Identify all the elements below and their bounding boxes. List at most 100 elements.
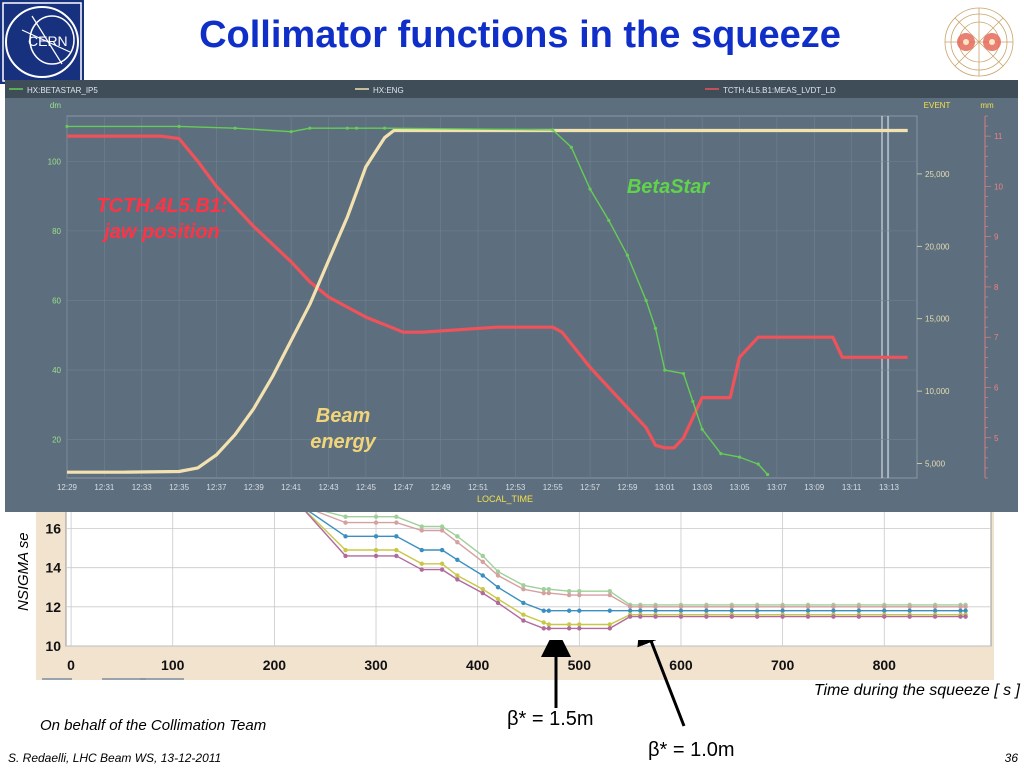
x-tick-label: 13:03: [692, 483, 713, 492]
nsigma-point: [419, 524, 424, 529]
collaboration-note: On behalf of the Collimation Team: [40, 717, 267, 734]
nsigma-point: [963, 614, 968, 619]
nsigma-chart: 0 100 200 300 400 500 600 700 800 10 12 14 16: [36, 505, 994, 680]
beta-1p5-label: β* = 1.5m: [507, 708, 594, 730]
betastar-point: [308, 126, 312, 130]
nsigma-point: [373, 514, 379, 519]
footer-left: S. Redaelli, LHC Beam WS, 13-12-2011: [8, 751, 222, 765]
nsigma-point: [394, 520, 399, 525]
nsigma-point: [704, 604, 709, 610]
nsigma-point: [439, 567, 445, 572]
nsigma-point: [958, 604, 963, 610]
left-tick-label: 40: [52, 366, 61, 375]
betastar-point: [644, 298, 648, 303]
betastar-point: [737, 455, 742, 459]
nsigma-point: [678, 604, 684, 610]
y-tick-label: 12: [45, 599, 61, 615]
nsigma-point: [627, 604, 633, 610]
betastar-point: [345, 126, 349, 130]
nsigma-point: [755, 614, 760, 619]
nsigma-point: [373, 534, 379, 539]
right-tick-label: 10: [994, 182, 1003, 191]
betastar-point: [719, 452, 723, 456]
nsigma-point: [546, 626, 552, 631]
nsigma-point: [439, 528, 445, 533]
x-tick-label: 13:13: [879, 483, 900, 492]
nsigma-series-3: [299, 505, 966, 612]
x-tick-label: 13:09: [804, 483, 825, 492]
nsigma-point: [856, 604, 862, 610]
nsigma-point: [394, 534, 399, 539]
right-tick-label: 7: [994, 333, 999, 342]
nsigma-point: [541, 590, 546, 596]
nsigma-point: [577, 608, 582, 613]
nsigma-point: [521, 600, 526, 606]
nsigma-point: [831, 608, 836, 613]
nsigma-point: [856, 608, 862, 613]
y-tick-label: 10: [45, 638, 61, 654]
nsigma-point: [455, 540, 460, 545]
nsigma-point: [963, 604, 968, 610]
x-tick-label: 12:33: [132, 483, 153, 492]
x-tick-label: 700: [771, 657, 795, 673]
betastar-point: [607, 218, 611, 223]
betastar-point: [177, 124, 181, 129]
x-tick-label: 12:35: [169, 483, 190, 492]
chart-background: [5, 80, 1018, 512]
nsigma-point: [907, 614, 912, 619]
left-tick-label: 80: [52, 227, 61, 236]
nsigma-point: [607, 608, 613, 613]
betastar-point: [588, 187, 592, 191]
betastar-point: [289, 130, 293, 134]
nsigma-point: [394, 547, 399, 553]
betastar-point: [233, 126, 237, 130]
nsigma-point: [480, 553, 485, 559]
squeeze-time-xlabel: Time during the squeeze [ s ]: [813, 682, 1020, 699]
nsigma-point: [704, 614, 709, 619]
nsigma-point: [653, 614, 658, 619]
nsigma-point: [521, 583, 526, 588]
nsigma-series-5: [299, 505, 966, 630]
x-tick-label: 200: [263, 657, 287, 673]
nsigma-series-4: [299, 505, 966, 626]
nsigma-point: [607, 626, 613, 631]
jaw-series: [67, 134, 908, 450]
nsigma-point: [419, 528, 424, 533]
x-tick-label: 12:29: [57, 483, 78, 492]
x-tick-label: 12:31: [94, 483, 115, 492]
nsigma-point: [419, 547, 424, 553]
legend-bar: [5, 80, 1018, 98]
nsigma-point: [394, 553, 399, 559]
energy-series: [67, 128, 908, 474]
nsigma-point: [455, 573, 460, 578]
x-tick-label: 12:39: [244, 483, 265, 492]
nsigma-point: [755, 604, 760, 610]
nsigma-point: [678, 608, 684, 613]
nsigma-point: [607, 622, 613, 627]
beta-arrows: [541, 640, 686, 727]
legend-entry: TCTH.4L5.B1:MEAS_LVDT_LD: [723, 86, 836, 95]
x-tick-label: 12:59: [617, 483, 638, 492]
nsigma-point: [455, 577, 460, 582]
nsigma-point: [343, 553, 348, 559]
nsigma-point: [439, 524, 445, 529]
nsigma-point: [343, 547, 348, 553]
legend-entry: HX:BETASTAR_IP5: [27, 86, 98, 95]
betastar-point: [382, 126, 387, 130]
betastar-point: [354, 126, 359, 130]
nsigma-point: [932, 614, 938, 619]
cern-logo-text: CERN: [28, 33, 68, 49]
nsigma-point: [566, 588, 572, 594]
betastar-point: [569, 145, 573, 149]
nsigma-point: [495, 600, 501, 606]
nsigma-point: [638, 608, 643, 613]
nsigma-point: [907, 604, 912, 610]
jaw-annotation: TCTH.4L5.B1:: [96, 195, 227, 217]
nsigma-point: [729, 608, 734, 613]
nsigma-point: [627, 608, 633, 613]
nsigma-point: [373, 520, 379, 525]
nsigma-point: [566, 592, 572, 598]
left-tick-label: 100: [48, 157, 62, 166]
nsigma-point: [627, 614, 633, 619]
nsigma-point: [343, 534, 348, 539]
